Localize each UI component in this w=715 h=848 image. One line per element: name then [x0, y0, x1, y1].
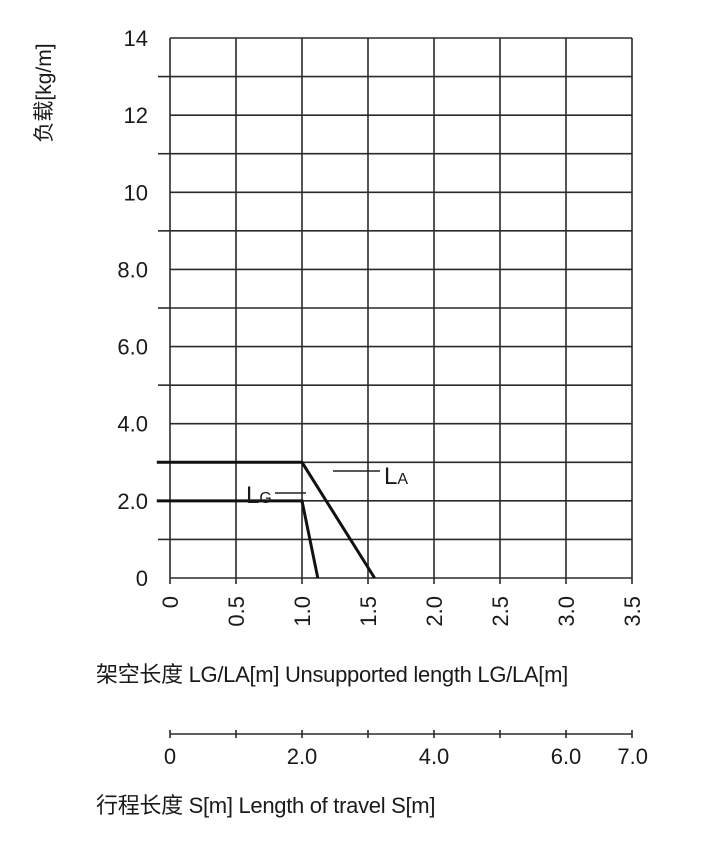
- y-axis-title: 负载[kg/m]: [33, 43, 56, 143]
- x-tick-label: 3.5: [620, 596, 645, 627]
- y-tick-label: 2.0: [117, 489, 148, 514]
- x-tick-label: 2.0: [422, 596, 447, 627]
- y-tick-label: 0: [136, 566, 148, 591]
- x-tick-label: 0: [158, 596, 183, 608]
- travel-axis-title: 行程长度 S[m] Length of travel S[m]: [96, 793, 436, 818]
- y-tick-label: 4.0: [117, 412, 148, 437]
- x-axis-ticks: 0 0.5 1.0 1.5 2.0 2.5 3.0 3.5: [158, 596, 645, 627]
- y-tick-label: 10: [124, 180, 148, 205]
- y-tick-label: 12: [124, 103, 148, 128]
- travel-tick-label: 0: [164, 744, 176, 769]
- travel-axis: 0 2.0 4.0 6.0 7.0: [164, 730, 648, 769]
- y-tick-label: 6.0: [117, 335, 148, 360]
- travel-tick-label: 4.0: [419, 744, 450, 769]
- x-axis-title: 架空长度 LG/LA[m] Unsupported length LG/LA[m…: [96, 662, 568, 687]
- grid: [158, 37, 633, 584]
- travel-tick-label: 2.0: [287, 744, 318, 769]
- x-tick-label: 3.0: [554, 596, 579, 627]
- x-tick-label: 0.5: [224, 596, 249, 627]
- y-tick-label: 8.0: [117, 257, 148, 282]
- curve-label-la: LA: [384, 463, 408, 490]
- curve-label-lg: LG: [246, 482, 272, 509]
- y-axis-title-box: 负载[kg/m]: [28, 28, 58, 158]
- travel-tick-label: 7.0: [617, 744, 648, 769]
- curve-labels: LA LG: [246, 463, 408, 509]
- x-tick-label: 1.0: [290, 596, 315, 627]
- x-tick-label: 1.5: [356, 596, 381, 627]
- series-line-la: [156, 460, 376, 579]
- travel-tick-label: 6.0: [551, 744, 582, 769]
- x-tick-label: 2.5: [488, 596, 513, 627]
- series-line-lg: [156, 499, 320, 579]
- series-layer: [156, 460, 376, 579]
- y-axis-ticks: 0 2.0 4.0 6.0 8.0 10 12 14: [117, 26, 148, 591]
- y-tick-label: 14: [124, 26, 148, 51]
